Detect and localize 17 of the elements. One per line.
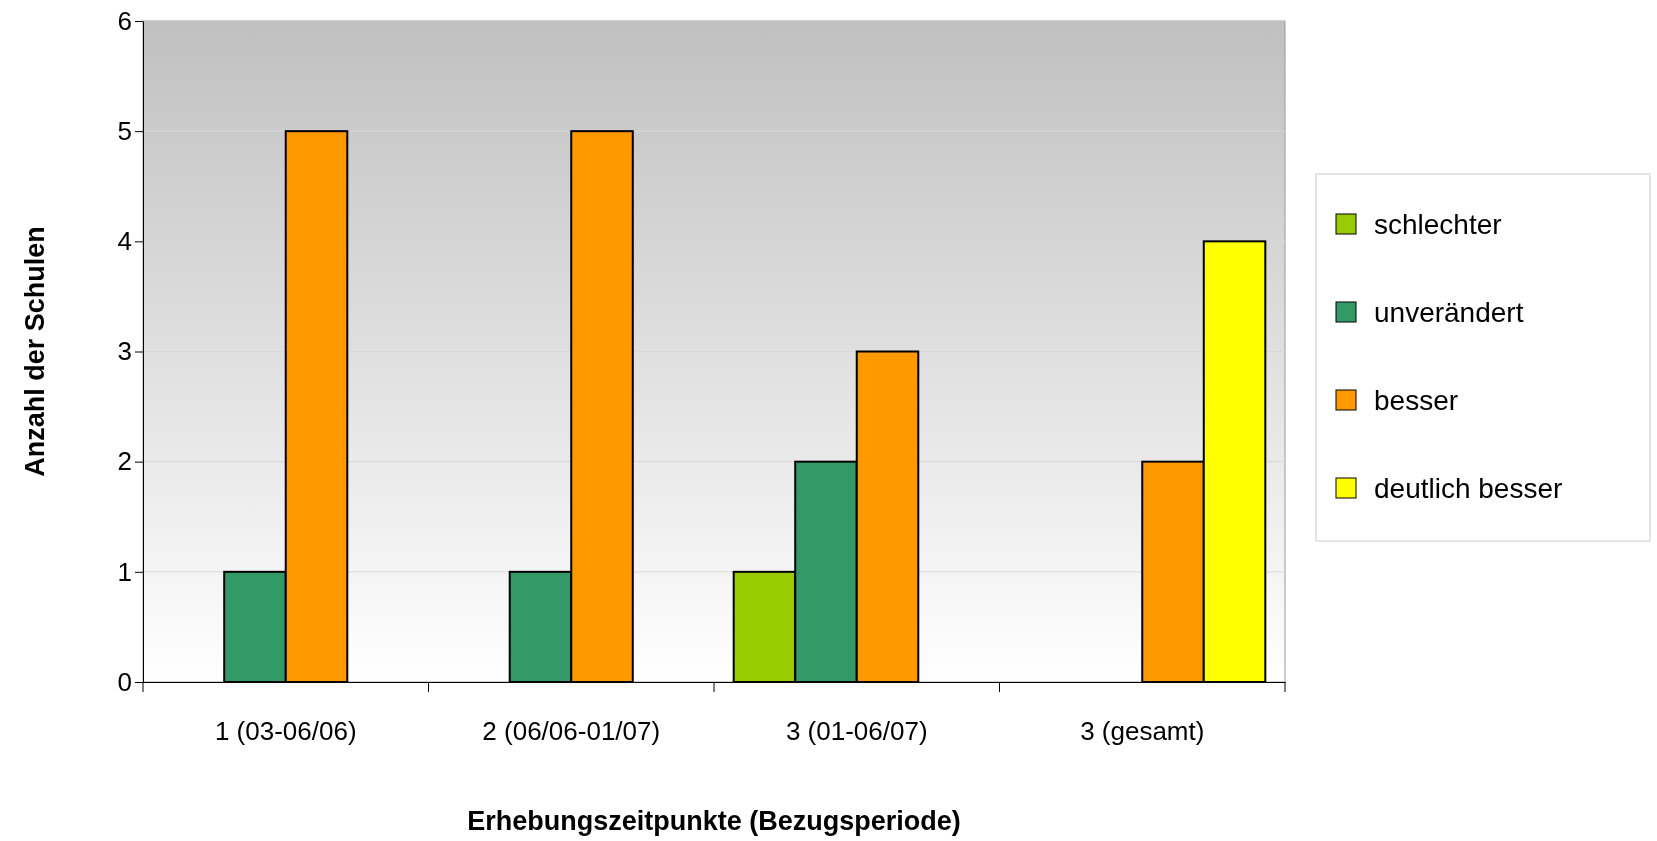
y-tick-label: 5 — [117, 115, 132, 146]
y-tick-label: 0 — [117, 666, 132, 697]
y-tick-label: 4 — [117, 226, 132, 257]
y-tick-label: 2 — [117, 446, 132, 477]
y-tick-label: 1 — [117, 556, 132, 587]
y-tick-label: 3 — [117, 336, 132, 367]
legend-label: besser — [1374, 385, 1459, 416]
legend-label: schlechter — [1374, 209, 1502, 240]
x-tick-label: 1 (03-06/06) — [214, 716, 357, 747]
x-tick-label: 3 (gesamt) — [1080, 716, 1205, 747]
legend-label: deutlich besser — [1374, 473, 1563, 504]
x-tick-label: 2 (06/06-01/07) — [482, 716, 661, 747]
x-tick-label: 3 (01-06/07) — [785, 716, 928, 747]
y-axis-title: Anzahl der Schulen — [20, 226, 50, 477]
x-axis-title: Erhebungszeitpunkte (Bezugsperiode) — [467, 806, 961, 836]
y-tick-label: 6 — [117, 5, 132, 36]
legend-label: unverändert — [1374, 297, 1524, 328]
